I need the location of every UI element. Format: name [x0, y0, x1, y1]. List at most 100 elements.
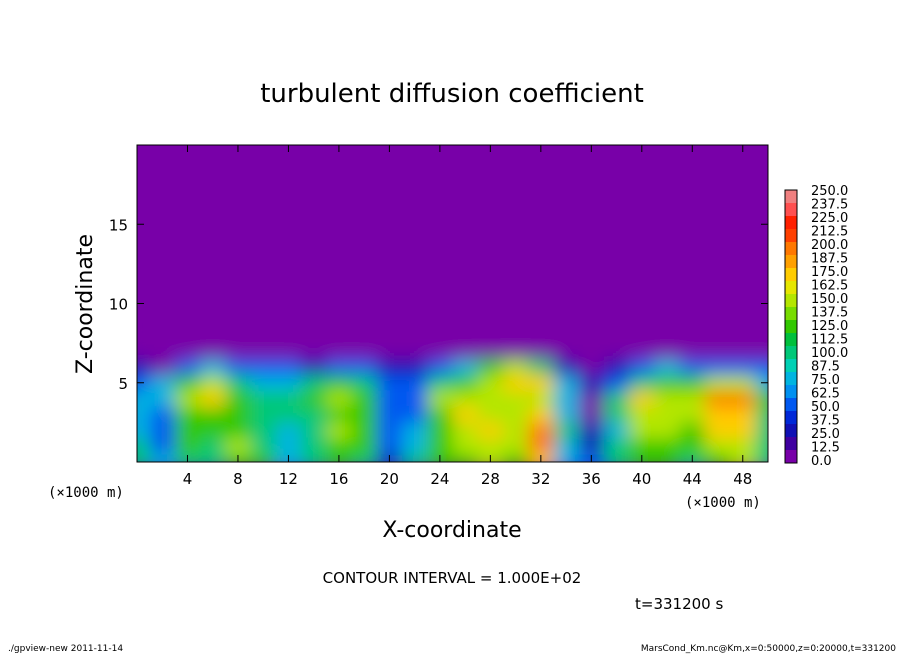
x-tick-label: 24: [430, 470, 449, 488]
heatmap-cell: [629, 406, 655, 423]
y-unit-label: (×1000 m): [48, 485, 124, 501]
heatmap-cell: [502, 358, 529, 376]
heatmap-cell: [174, 358, 201, 376]
colorbar-swatch: [785, 242, 797, 256]
heatmap-cell: [376, 390, 403, 408]
heatmap-cell: [250, 406, 277, 423]
heatmap-cell: [376, 374, 403, 392]
colorbar-label: 212.5: [811, 225, 848, 240]
contour-interval-label: CONTOUR INTERVAL = 1.000E+02: [323, 569, 582, 587]
heatmap-cell: [376, 422, 403, 439]
heatmap-cell: [452, 327, 479, 344]
heatmap-cell: [553, 438, 580, 455]
heatmap-cell: [452, 406, 479, 423]
heatmap-cell: [629, 438, 655, 455]
colorbar-swatch: [785, 268, 797, 282]
heatmap-cell: [477, 422, 504, 439]
heatmap-cell: [225, 438, 252, 455]
heatmap-cell: [250, 327, 277, 344]
footer-right: MarsCond_Km.nc@Km,x=0:50000,z=0:20000,t=…: [641, 644, 896, 654]
heatmap-cell: [301, 327, 327, 344]
heatmap-cell: [326, 374, 353, 392]
heatmap-cell: [654, 358, 681, 376]
footer-left: ./gpview-new 2011-11-14: [8, 644, 123, 654]
heatmap-cell: [502, 374, 529, 392]
heatmap-cell: [528, 343, 554, 360]
heatmap-cell: [200, 374, 226, 392]
heatmap-cell: [502, 390, 529, 408]
colorbar-label: 187.5: [811, 252, 848, 267]
heatmap-cell: [654, 374, 681, 392]
heatmap-cell: [629, 374, 655, 392]
heatmap-cell: [477, 374, 504, 392]
heatmap-cell: [654, 343, 681, 360]
heatmap-cell: [174, 438, 201, 455]
heatmap-cell: [200, 390, 226, 408]
heatmap-cell: [301, 343, 327, 360]
heatmap-cell: [402, 438, 428, 455]
heatmap-cell: [603, 358, 630, 376]
x-tick-label: 16: [329, 470, 348, 488]
heatmap-cell: [250, 374, 277, 392]
x-tick-label: 28: [481, 470, 500, 488]
heatmap-cell: [452, 390, 479, 408]
heatmap-cell: [200, 422, 226, 439]
heatmap-cell: [477, 406, 504, 423]
heatmap-cell: [250, 438, 277, 455]
colorbar-swatch: [785, 229, 797, 243]
heatmap-cell: [402, 454, 428, 462]
heatmap-cell: [704, 438, 731, 455]
heatmap-cell: [200, 454, 226, 462]
heatmap-cell: [200, 327, 226, 344]
heatmap-cell: [578, 358, 605, 376]
y-tick-label: 15: [109, 216, 128, 234]
heatmap-cell: [351, 374, 378, 392]
heatmap-cell: [679, 343, 706, 360]
heatmap-cell: [351, 422, 378, 439]
heatmap-cell: [427, 438, 453, 455]
heatmap-cell: [351, 406, 378, 423]
heatmap-cell: [502, 406, 529, 423]
heatmap-cell: [250, 343, 277, 360]
heatmap-cell: [452, 343, 479, 360]
heatmap-cell: [137, 358, 151, 376]
heatmap-cell: [427, 422, 453, 439]
y-axis: 5 10 15: [109, 216, 768, 393]
colorbar-swatch: [785, 320, 797, 334]
heatmap-cell: [301, 454, 327, 462]
x-tick-label: 48: [733, 470, 752, 488]
heatmap-cell: [502, 343, 529, 360]
heatmap-cell: [275, 422, 302, 439]
heatmap-cell: [137, 438, 151, 455]
heatmap-cell: [704, 390, 731, 408]
heatmap-cell: [326, 422, 353, 439]
heatmap-cell: [402, 422, 428, 439]
heatmap-cells: [137, 327, 768, 462]
heatmap-cell: [402, 390, 428, 408]
heatmap-cell: [200, 358, 226, 376]
heatmap-cell: [654, 406, 681, 423]
heatmap-cell: [402, 358, 428, 376]
heatmap-cell: [200, 438, 226, 455]
heatmap-cell: [755, 390, 768, 408]
heatmap-cell: [174, 327, 201, 344]
colorbar-swatch: [785, 281, 797, 295]
heatmap-cell: [402, 343, 428, 360]
heatmap-cell: [553, 422, 580, 439]
heatmap-cell: [502, 454, 529, 462]
heatmap-cell: [704, 327, 731, 344]
colorbar-swatch: [785, 424, 797, 438]
heatmap-cell: [376, 438, 403, 455]
heatmap-cell: [730, 406, 756, 423]
heatmap-cell: [603, 454, 630, 462]
heatmap-cell: [704, 374, 731, 392]
colorbar-swatch: [785, 333, 797, 347]
heatmap-cell: [578, 406, 605, 423]
heatmap-cell: [553, 374, 580, 392]
colorbar-label: 87.5: [811, 360, 840, 375]
heatmap-cell: [225, 390, 252, 408]
heatmap-cell: [704, 358, 731, 376]
heatmap-cell: [427, 327, 453, 344]
heatmap-cell: [427, 390, 453, 408]
